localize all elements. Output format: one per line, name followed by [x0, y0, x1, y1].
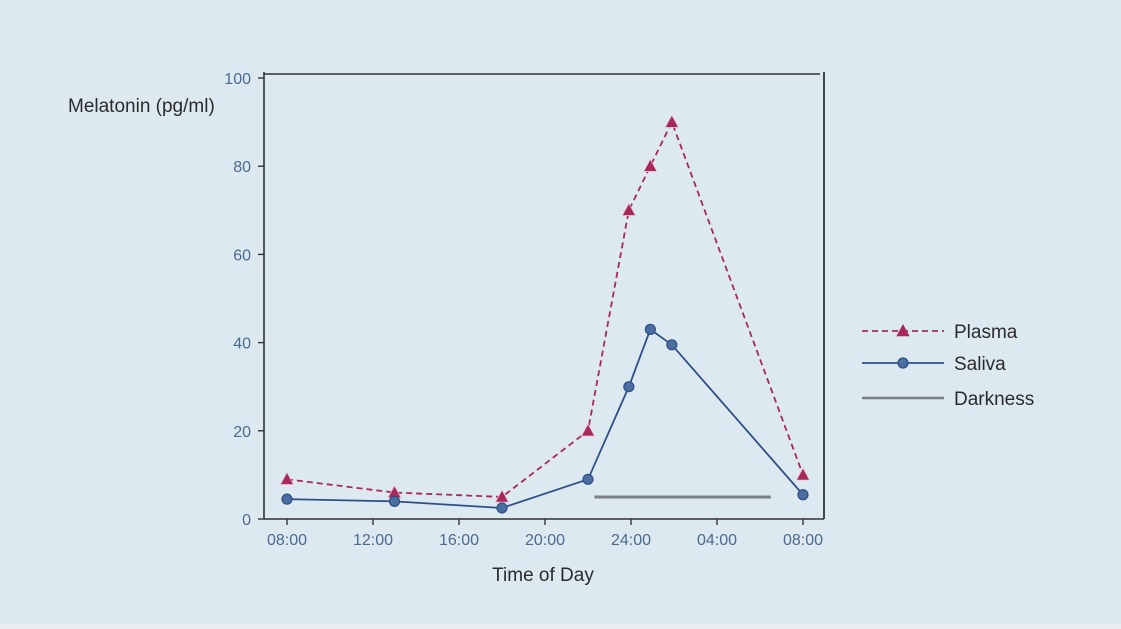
x-tick-label: 20:00 [525, 532, 565, 549]
saliva-point [496, 502, 508, 514]
x-tick-label: 24:00 [611, 532, 651, 549]
plasma-point [795, 467, 811, 481]
y-tick-label: 60 [233, 247, 251, 264]
x-tick-label: 16:00 [439, 532, 479, 549]
plot-frame [263, 72, 825, 520]
x-tick-label: 08:00 [267, 532, 307, 549]
ticks-layer: 0 20 40 60 80 100 08:00 12:00 16:00 20:00 24:00 04:… [224, 71, 823, 549]
legend: Plasma Saliva Darkness [862, 322, 1034, 410]
legend-saliva-marker [897, 357, 909, 369]
plasma-point [279, 471, 295, 485]
saliva-series-line [286, 328, 804, 509]
plasma-point [494, 489, 510, 503]
plasma-point [664, 114, 680, 128]
plasma-point [580, 422, 596, 437]
y-axis-title: Melatonin (pg/ml) [68, 96, 215, 117]
x-axis-title: Time of Day [492, 565, 594, 586]
plasma-point [621, 202, 637, 216]
y-tick-label: 80 [233, 159, 251, 176]
bottom-strip [0, 624, 1121, 629]
legend-plasma-label: Plasma [954, 322, 1018, 343]
saliva-point [281, 493, 293, 505]
saliva-point [797, 489, 809, 501]
legend-saliva-label: Saliva [954, 354, 1006, 375]
legend-plasma-marker [896, 324, 910, 337]
y-tick-label: 20 [233, 424, 251, 441]
y-tick-label: 0 [242, 512, 251, 529]
x-tick-label: 08:00 [783, 532, 823, 549]
legend-darkness-label: Darkness [954, 389, 1034, 410]
plasma-point [643, 158, 658, 172]
saliva-point [388, 495, 401, 507]
y-tick-label: 100 [224, 71, 251, 88]
series-layer [279, 114, 811, 514]
saliva-point [623, 381, 635, 393]
plasma-series-line [286, 121, 804, 498]
saliva-point [582, 473, 594, 485]
saliva-point [644, 323, 656, 335]
x-tick-label: 12:00 [353, 532, 393, 549]
saliva-point [666, 339, 678, 351]
x-tick-label: 04:00 [697, 532, 737, 549]
y-tick-label: 40 [233, 336, 251, 353]
